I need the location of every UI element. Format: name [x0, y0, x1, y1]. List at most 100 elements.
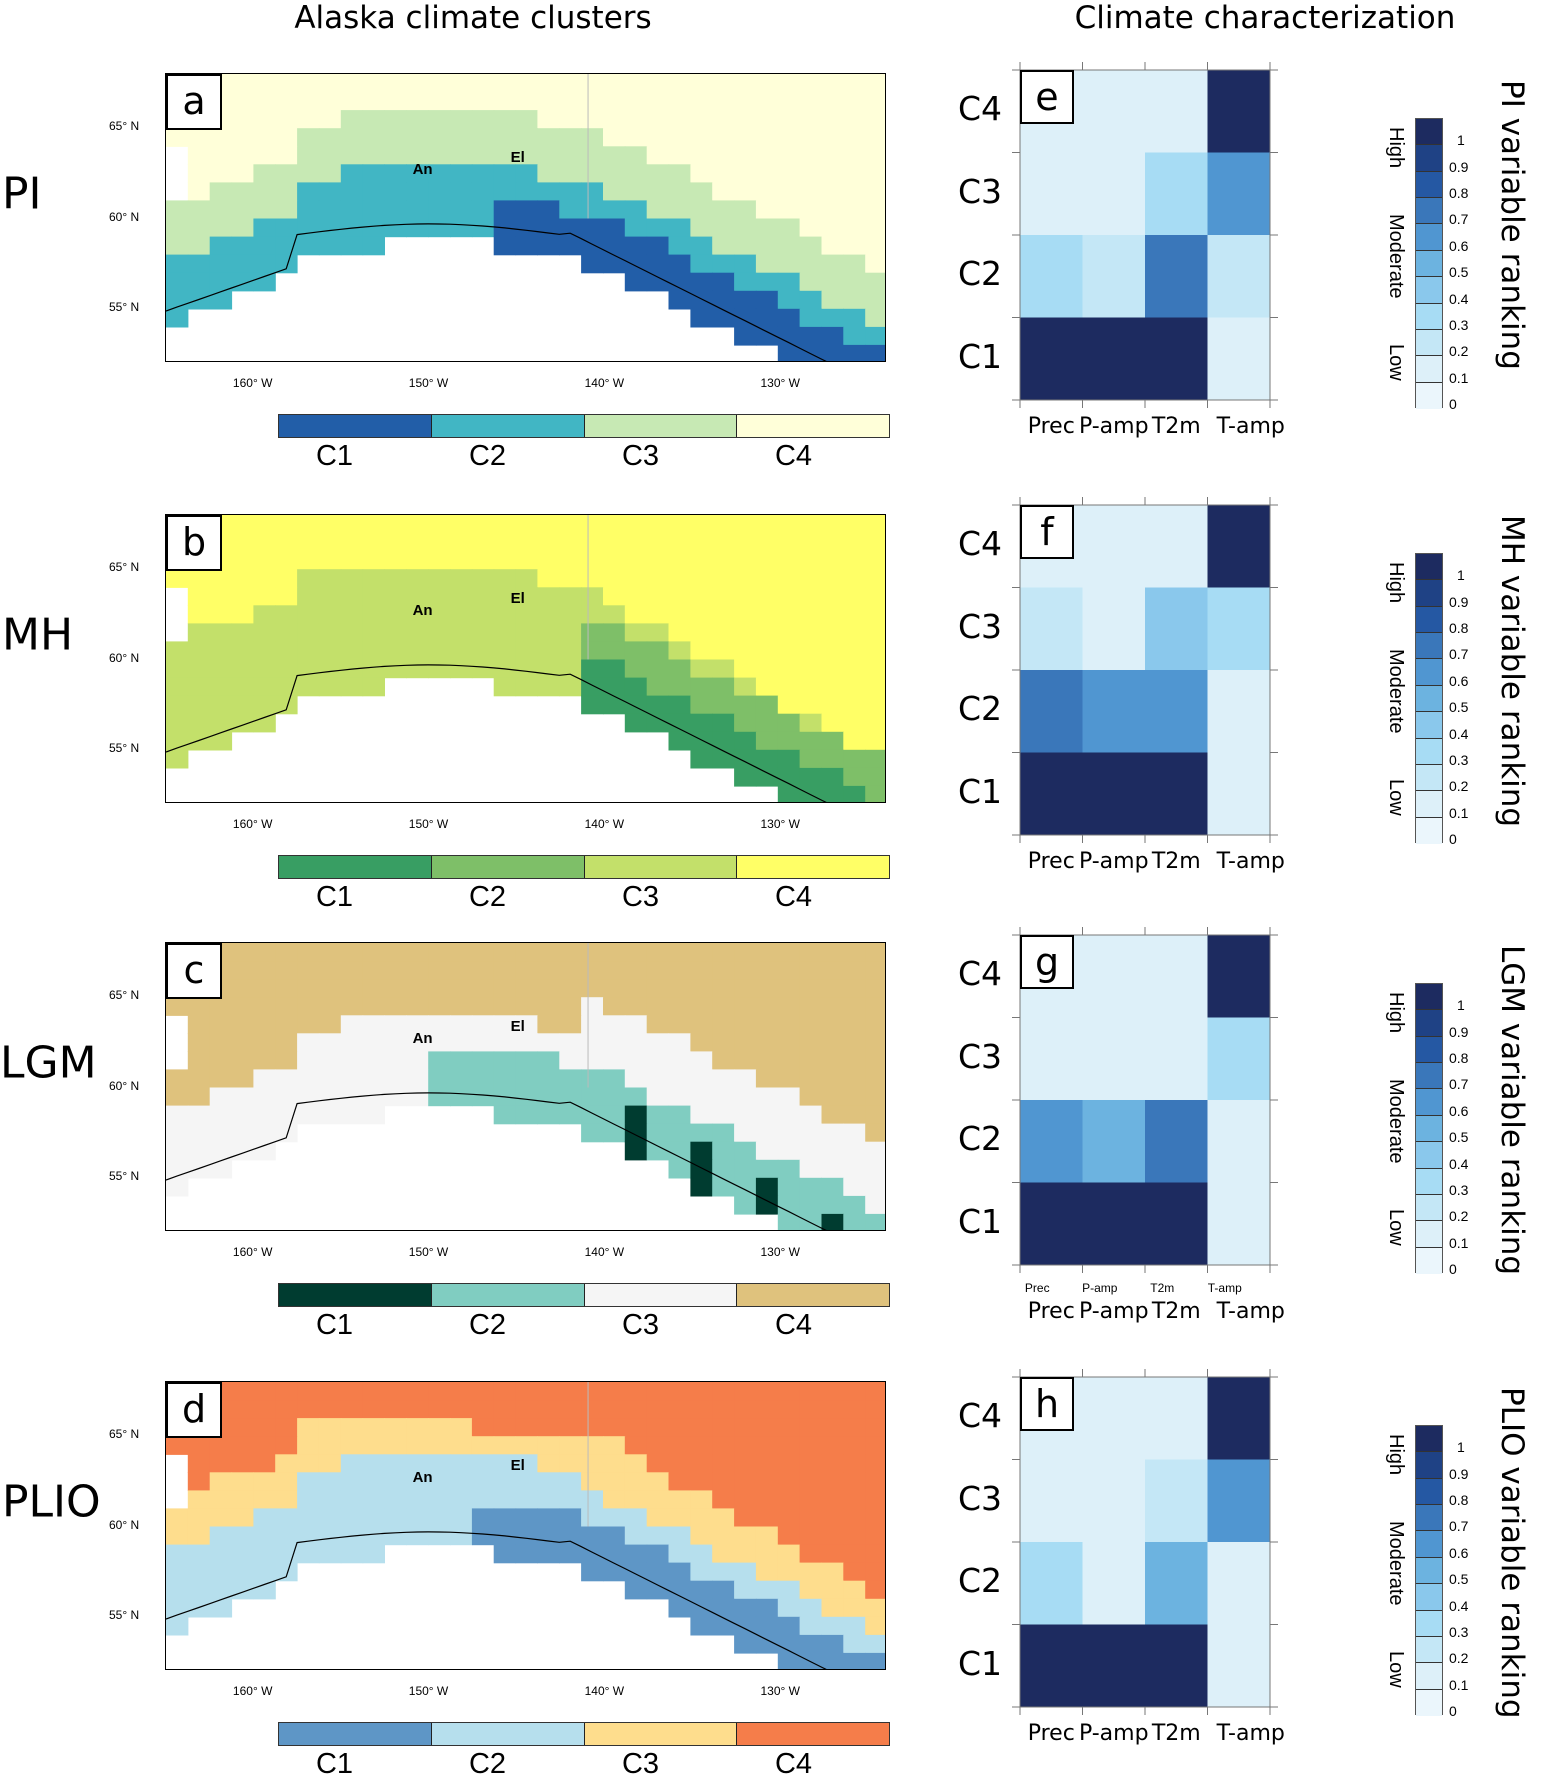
map-cell-c2	[515, 1454, 538, 1473]
map-cell-c4	[734, 74, 757, 93]
map-cell-c4	[253, 1436, 276, 1455]
cluster-map-a: a An El	[165, 73, 886, 362]
map-cell-c3	[515, 146, 538, 165]
colorbar-swatch-c1	[279, 1284, 432, 1306]
map-cell-c2	[471, 1087, 495, 1107]
heatmap-cell-c2-p-amp	[1082, 1542, 1145, 1625]
map-cell-c2	[406, 164, 429, 183]
map-cell-c4	[493, 74, 517, 93]
map-cell-c2	[843, 1634, 866, 1654]
ranking-colorbar-bin	[1416, 1478, 1442, 1506]
map-cell-c4	[799, 979, 822, 998]
map-cell-c1	[581, 254, 604, 274]
map-cell-c2	[515, 1105, 538, 1125]
heatmap-col-label: T-amp	[1216, 1721, 1285, 1746]
map-cell-c1	[690, 308, 713, 328]
map-cell-c4	[755, 605, 779, 624]
map-cell-c3	[340, 677, 364, 697]
map-cell-c3	[493, 110, 517, 129]
map-cell-c1	[734, 1616, 757, 1636]
heatmap-cell-c2-p-amp	[1082, 670, 1145, 753]
map-cell-c3	[428, 128, 451, 147]
map-cell-c4	[799, 164, 822, 183]
map-cell-c4	[384, 943, 407, 962]
map-cell-c4	[690, 587, 713, 606]
map-cell-c2	[471, 1472, 495, 1491]
map-cell-c4	[493, 551, 517, 570]
heatmap-row-label: C4	[958, 1396, 1003, 1436]
ranking-colorbar-bin	[1416, 817, 1442, 844]
map-cell-c4	[755, 1454, 779, 1473]
coastline	[166, 664, 827, 802]
map-cell-c1	[515, 236, 538, 256]
heatmap-cell-c2-t-amp	[1207, 670, 1270, 753]
map-cell-c4	[603, 110, 626, 129]
map-cell-c3	[799, 1580, 822, 1600]
map-cell-c4	[777, 695, 801, 715]
colorbar-label: C3	[621, 440, 660, 472]
map-cell-c2	[428, 1069, 451, 1089]
lon-tick-label: 160° W	[232, 817, 273, 831]
map-cell-c4	[209, 569, 233, 588]
map-cell-c2	[275, 236, 298, 256]
ranking-colorbar-h	[1415, 1425, 1443, 1716]
map-cell-c4	[865, 1033, 885, 1052]
map-cell-c3	[406, 1033, 429, 1052]
map-cell-c3	[755, 254, 779, 274]
cluster-map-b: b An El	[165, 514, 886, 803]
map-cell-c3	[340, 110, 364, 129]
map-cell-c4	[187, 1051, 211, 1071]
map-cell-c1	[515, 1526, 538, 1546]
map-cell-c4	[603, 74, 626, 93]
map-cell-c3	[821, 1159, 844, 1179]
map-cell-c1	[843, 785, 866, 802]
map-cell-c4	[275, 533, 298, 552]
map-cell-c3	[450, 1418, 473, 1437]
map-cell-c4	[297, 533, 320, 552]
map-cell-c3	[755, 1141, 779, 1161]
map-cell-c4	[821, 1436, 844, 1455]
map-cell-c4	[755, 1015, 779, 1034]
map-cell-c1	[777, 344, 801, 361]
ranking-colorbar-bin	[1416, 712, 1442, 739]
map-cell-c4	[755, 569, 779, 588]
map-cell-c4	[537, 110, 560, 129]
map-cell-c3	[515, 587, 538, 606]
map-cell-c3	[362, 1087, 385, 1107]
map-cell-c2	[515, 182, 538, 202]
heatmap-row-label: C3	[958, 171, 1003, 211]
map-cell-c4	[734, 164, 757, 183]
map-cell-c4	[275, 1436, 298, 1455]
map-cell-c1	[559, 1508, 582, 1528]
map-cell-c4	[821, 218, 844, 238]
heatmap-cell-c4-p-amp	[1082, 70, 1145, 153]
ranking-level-label: Moderate	[1385, 1078, 1407, 1164]
map-cell-c3	[406, 128, 429, 147]
map-cell-c2	[668, 1123, 691, 1143]
map-cell-c2	[428, 200, 451, 220]
map-cell-c4	[843, 713, 866, 733]
cluster-colorbar-b	[278, 855, 890, 879]
colorbar-label: C4	[774, 1309, 813, 1341]
map-cell-c4	[755, 997, 779, 1016]
map-cell-c2	[537, 1051, 560, 1071]
map-grid	[166, 943, 885, 1230]
map-cell-c4	[646, 1418, 670, 1437]
map-cell-c3	[668, 1508, 691, 1528]
heatmap-cell-c3-p-amp	[1082, 587, 1145, 670]
map-cell-c2	[734, 1141, 757, 1161]
map-cell-c3	[428, 587, 451, 606]
map-cell-c2	[209, 290, 233, 310]
map-cell-c3	[166, 677, 189, 697]
map-cell-c2	[712, 1177, 735, 1197]
map-cell-c4	[668, 587, 691, 606]
map-cell-c3	[275, 164, 298, 183]
map-cell-c2	[865, 326, 885, 346]
map-cell-c3	[865, 308, 885, 328]
map-cell-c3	[799, 713, 822, 733]
map-cell-c4	[734, 1382, 757, 1401]
map-cell-c3	[384, 659, 407, 679]
map-cell-c3	[384, 128, 407, 147]
map-cell-c4	[581, 551, 604, 570]
map-cell-c4	[821, 695, 844, 715]
